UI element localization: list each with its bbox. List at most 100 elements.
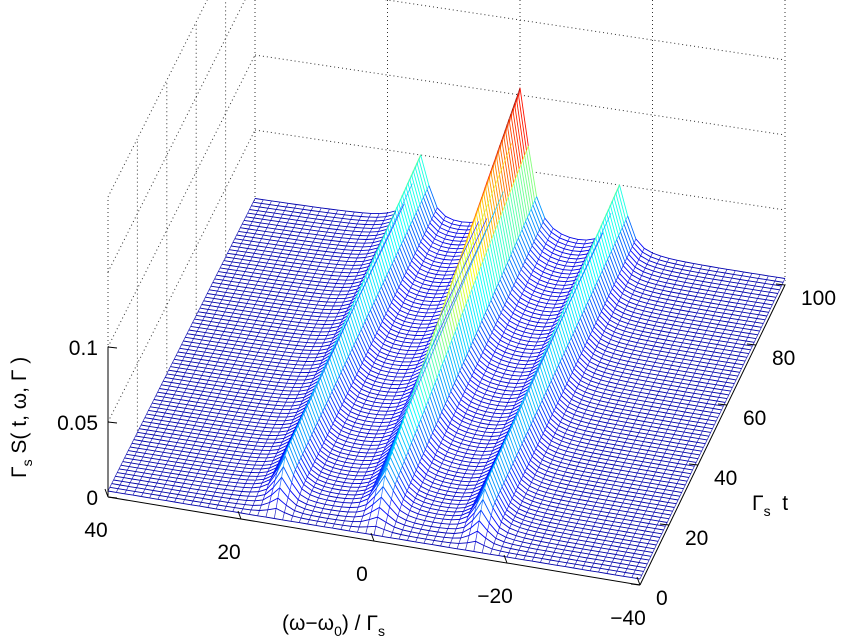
mesh-segment <box>207 328 216 331</box>
mesh-segment <box>205 367 214 370</box>
mesh-segment <box>270 326 280 329</box>
mesh-segment <box>663 363 672 366</box>
mesh-segment <box>244 290 253 293</box>
mesh-segment <box>550 256 559 261</box>
mesh-segment <box>471 375 481 383</box>
mesh-segment <box>713 388 723 391</box>
mesh-segment <box>223 295 233 298</box>
mesh-segment <box>393 343 402 347</box>
mesh-segment <box>703 317 712 320</box>
mesh-segment <box>591 456 600 459</box>
mesh-segment <box>203 371 213 374</box>
mesh-segment <box>222 315 232 318</box>
mesh-segment <box>538 363 549 389</box>
mesh-segment <box>262 289 271 292</box>
mesh-segment <box>749 333 758 336</box>
mesh-segment <box>286 241 295 244</box>
mesh-segment <box>501 335 511 342</box>
mesh-segment <box>309 284 318 287</box>
mesh-segment <box>380 286 391 307</box>
mesh-segment <box>352 381 362 390</box>
mesh-segment <box>739 279 749 282</box>
mesh-segment <box>198 327 208 330</box>
mesh-segment <box>225 256 234 259</box>
mesh-segment <box>347 356 358 375</box>
mesh-segment <box>377 354 387 360</box>
mesh-segment <box>535 237 545 248</box>
mesh-segment <box>575 261 584 264</box>
mesh-segment <box>582 349 592 359</box>
mesh-segment <box>405 271 415 281</box>
mesh-segment <box>267 404 276 406</box>
mesh-segment <box>698 438 708 441</box>
mesh-segment <box>291 266 301 269</box>
mesh-segment <box>519 233 529 254</box>
mesh-segment <box>241 491 251 493</box>
mesh-segment <box>497 366 507 371</box>
mesh-segment <box>634 290 643 295</box>
mesh-segment <box>314 292 323 295</box>
mesh-segment <box>222 350 232 353</box>
mesh-segment <box>452 499 461 502</box>
mesh-segment <box>562 310 572 338</box>
mesh-segment <box>627 344 636 347</box>
mesh-segment <box>712 335 722 338</box>
mesh-segment <box>223 331 233 334</box>
mesh-segment <box>582 454 592 458</box>
mesh-segment <box>170 366 179 369</box>
mesh-segment <box>640 334 650 338</box>
mesh-segment <box>170 401 179 404</box>
mesh-segment <box>243 239 252 242</box>
mesh-segment <box>316 365 326 372</box>
mesh-segment <box>632 293 641 298</box>
mesh-segment <box>528 427 539 446</box>
mesh-segment <box>566 280 575 283</box>
mesh-segment <box>266 246 275 249</box>
mesh-segment <box>680 309 689 312</box>
mesh-segment <box>387 210 396 214</box>
mesh-segment <box>301 263 311 266</box>
mesh-segment <box>479 324 489 341</box>
mesh-segment <box>674 377 683 380</box>
mesh-segment <box>673 361 682 364</box>
mesh-segment <box>683 395 693 398</box>
mesh-segment <box>673 267 683 270</box>
mesh-segment <box>581 353 590 362</box>
mesh-segment <box>183 376 192 379</box>
mesh-segment <box>431 218 441 228</box>
mesh-segment <box>311 315 320 318</box>
mesh-segment <box>206 348 215 351</box>
mesh-segment <box>220 409 229 412</box>
mesh-segment <box>292 282 302 285</box>
mesh-segment <box>388 422 397 427</box>
mesh-segment <box>211 301 221 304</box>
mesh-segment <box>279 397 288 399</box>
mesh-segment <box>720 336 730 339</box>
mesh-segment <box>259 312 269 315</box>
mesh-segment <box>334 216 343 219</box>
mesh-segment <box>600 417 610 420</box>
mesh-segment <box>551 414 561 423</box>
mesh-segment <box>471 420 481 424</box>
mesh-segment <box>251 382 260 385</box>
mesh-segment <box>525 348 534 351</box>
mesh-segment <box>436 377 446 405</box>
mesh-segment <box>603 392 612 396</box>
mesh-segment <box>317 250 326 252</box>
mesh-segment <box>195 369 204 373</box>
mesh-segment <box>710 338 720 342</box>
mesh-segment <box>227 252 236 255</box>
mesh-segment <box>693 319 702 323</box>
mesh-segment <box>643 347 653 351</box>
mesh-segment <box>427 325 436 329</box>
mesh-segment <box>615 387 624 390</box>
mesh-segment <box>301 353 310 355</box>
mesh-segment <box>426 189 436 212</box>
mesh-segment <box>259 206 268 209</box>
mesh-segment <box>479 405 488 409</box>
mesh-segment <box>465 358 475 373</box>
mesh-segment <box>599 457 608 461</box>
mesh-segment <box>474 393 484 399</box>
mesh-segment <box>273 267 282 270</box>
mesh-segment <box>232 261 241 264</box>
